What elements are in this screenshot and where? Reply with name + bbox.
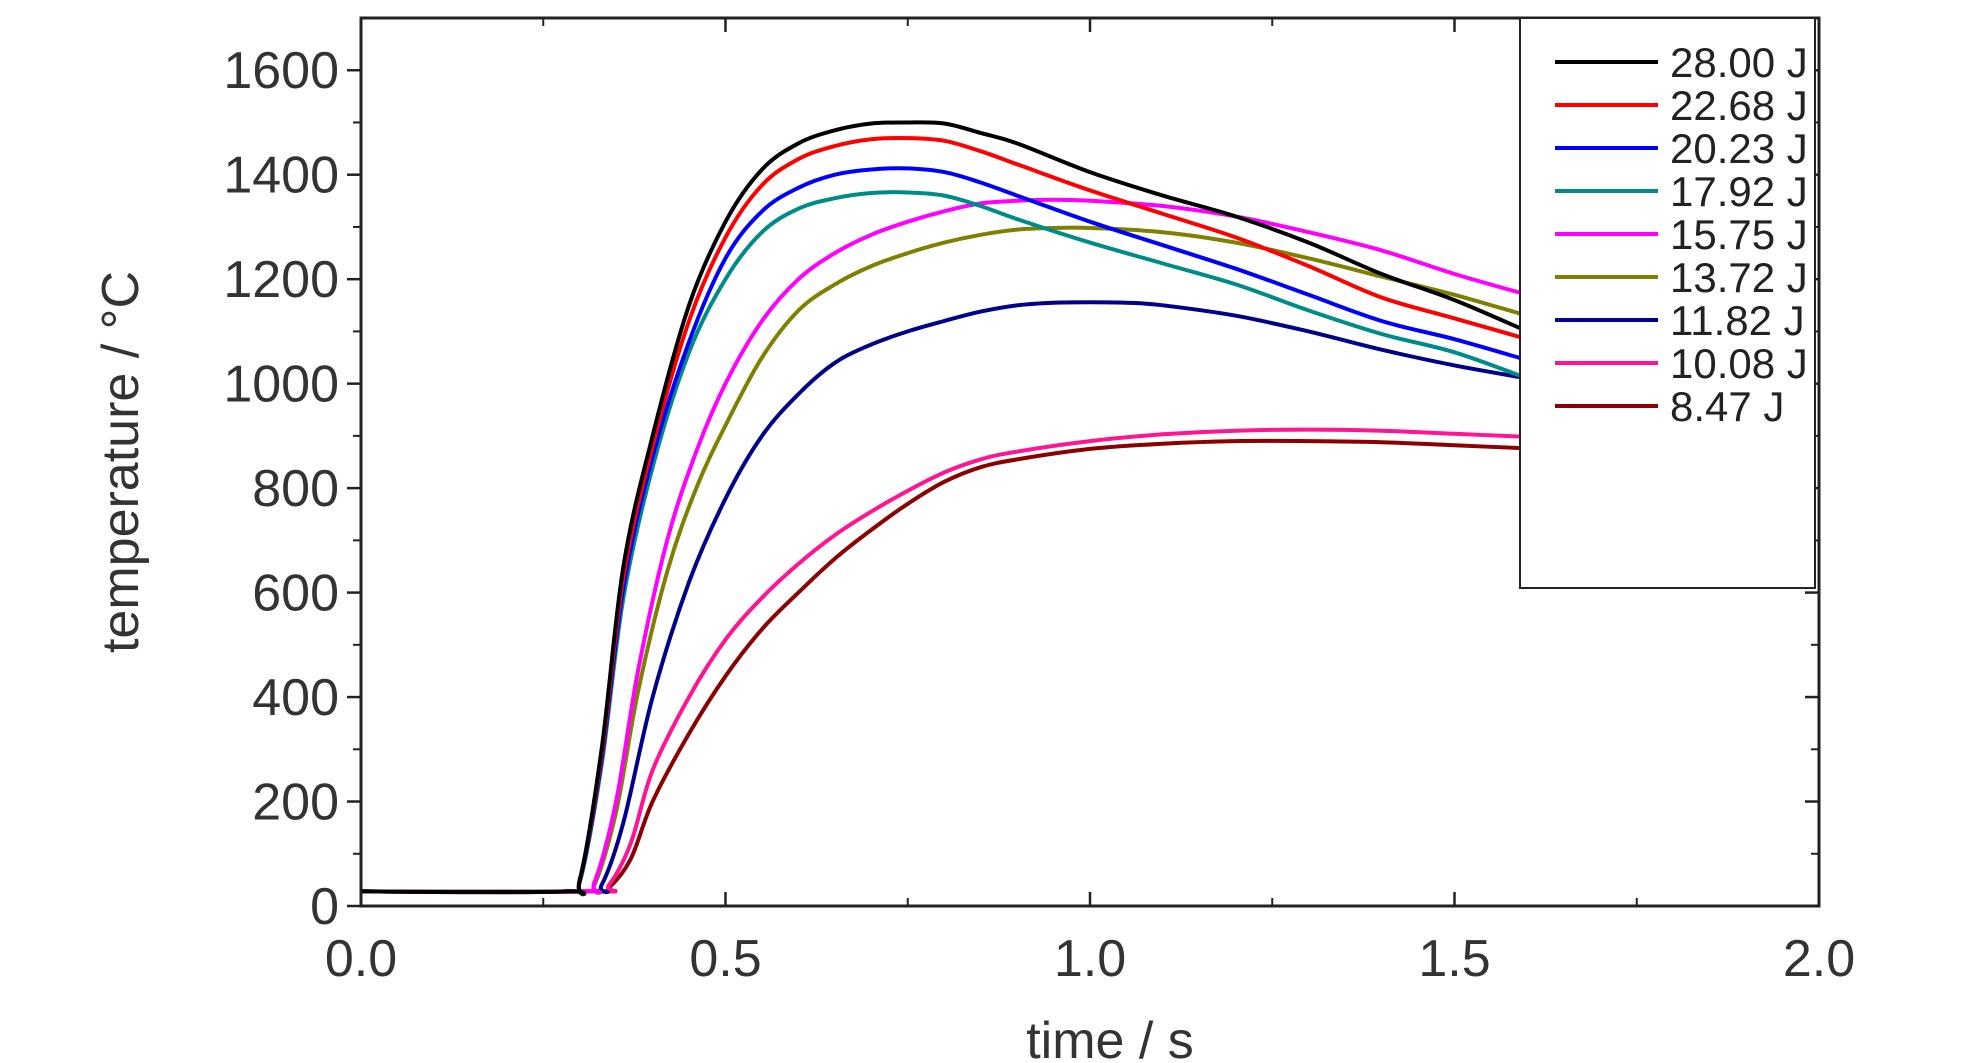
legend-label: 10.08 J xyxy=(1670,340,1808,387)
x-axis-title: time / s xyxy=(1026,1012,1194,1063)
series-line-6 xyxy=(361,300,1530,895)
y-tick-label: 1000 xyxy=(223,356,339,414)
y-tick-label: 1400 xyxy=(223,147,339,205)
y-tick-label: 800 xyxy=(252,460,339,518)
legend-label: 8.47 J xyxy=(1670,383,1784,430)
y-tick-label: 600 xyxy=(252,565,339,623)
x-tick-label: 1.5 xyxy=(1418,930,1490,988)
x-tick-label: 2.0 xyxy=(1783,930,1855,988)
legend-label: 20.23 J xyxy=(1670,125,1808,172)
series-line-7 xyxy=(361,427,1530,894)
series-line-8 xyxy=(361,438,1530,894)
legend-items: 28.00 J22.68 J20.23 J17.92 J15.75 J13.72… xyxy=(1555,39,1808,430)
legend-label: 11.82 J xyxy=(1670,297,1805,344)
y-tick-label: 200 xyxy=(252,774,339,832)
legend-label: 13.72 J xyxy=(1670,254,1808,301)
y-tick-label: 400 xyxy=(252,669,339,727)
y-tick-label: 1600 xyxy=(223,42,339,100)
x-tick-label: 0.0 xyxy=(325,930,397,988)
x-tick-label: 1.0 xyxy=(1054,930,1126,988)
y-tick-label: 0 xyxy=(310,878,339,936)
y-axis: 0 200 400 600 800 1000 1200 1400 1600 xyxy=(223,42,1819,936)
legend-box xyxy=(1519,17,1816,589)
y-tick-label: 1200 xyxy=(223,251,339,309)
y-axis-title: temperature / °C xyxy=(92,271,150,653)
legend-label: 28.00 J xyxy=(1670,39,1808,86)
series-line-0 xyxy=(361,120,1530,896)
x-axis: 0.0 0.5 1.0 1.5 2.0 xyxy=(325,18,1855,988)
series-layer xyxy=(361,120,1530,897)
x-tick-label: 0.5 xyxy=(689,930,761,988)
legend-label: 22.68 J xyxy=(1670,82,1808,129)
legend-label: 15.75 J xyxy=(1670,211,1808,258)
series-line-5 xyxy=(361,225,1530,895)
legend-label: 17.92 J xyxy=(1670,168,1808,215)
legend: 28.00 J22.68 J20.23 J17.92 J15.75 J13.72… xyxy=(1519,17,1816,589)
